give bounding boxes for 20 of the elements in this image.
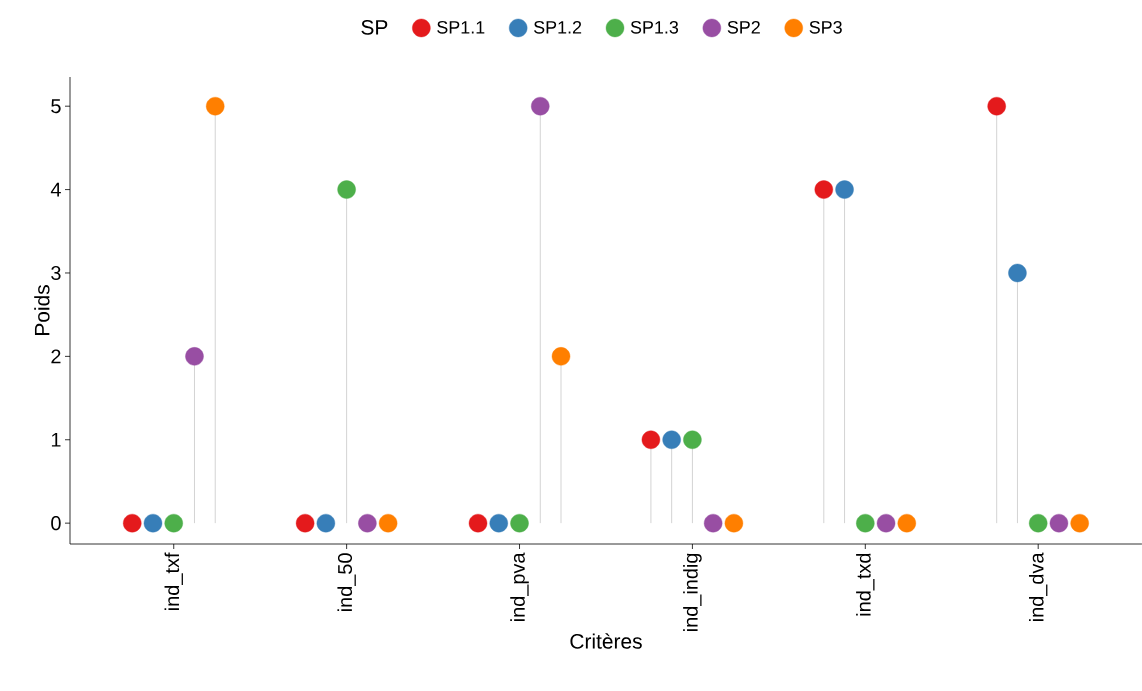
x-axis-title: Critères — [570, 633, 642, 649]
x-tick-label: ind_pva — [510, 552, 529, 621]
legend-label: SP1.1 — [437, 20, 485, 34]
y-tick-label: 2 — [51, 349, 61, 364]
y-tick-label: 3 — [51, 265, 61, 281]
y-tick-label: 0 — [51, 516, 61, 531]
legend-label: SP1.2 — [533, 20, 582, 34]
y-axis-title: Poids — [34, 285, 50, 335]
y-tick-label: 4 — [50, 182, 61, 197]
y-tick-label: 1 — [51, 432, 61, 447]
x-tick-label: ind_txf — [164, 552, 183, 610]
x-tick-label: ind_dva — [1029, 552, 1048, 621]
x-tick-label: ind_50 — [337, 553, 356, 612]
x-tick-label: ind_indig — [683, 553, 702, 631]
y-tick-label: 5 — [51, 99, 61, 114]
x-tick-label: ind_txd — [856, 553, 875, 616]
legend-label: SP2 — [727, 20, 760, 34]
legend-label: SP3 — [809, 20, 842, 34]
legend-title: SP — [361, 19, 388, 35]
legend-label: SP1.3 — [630, 20, 679, 34]
